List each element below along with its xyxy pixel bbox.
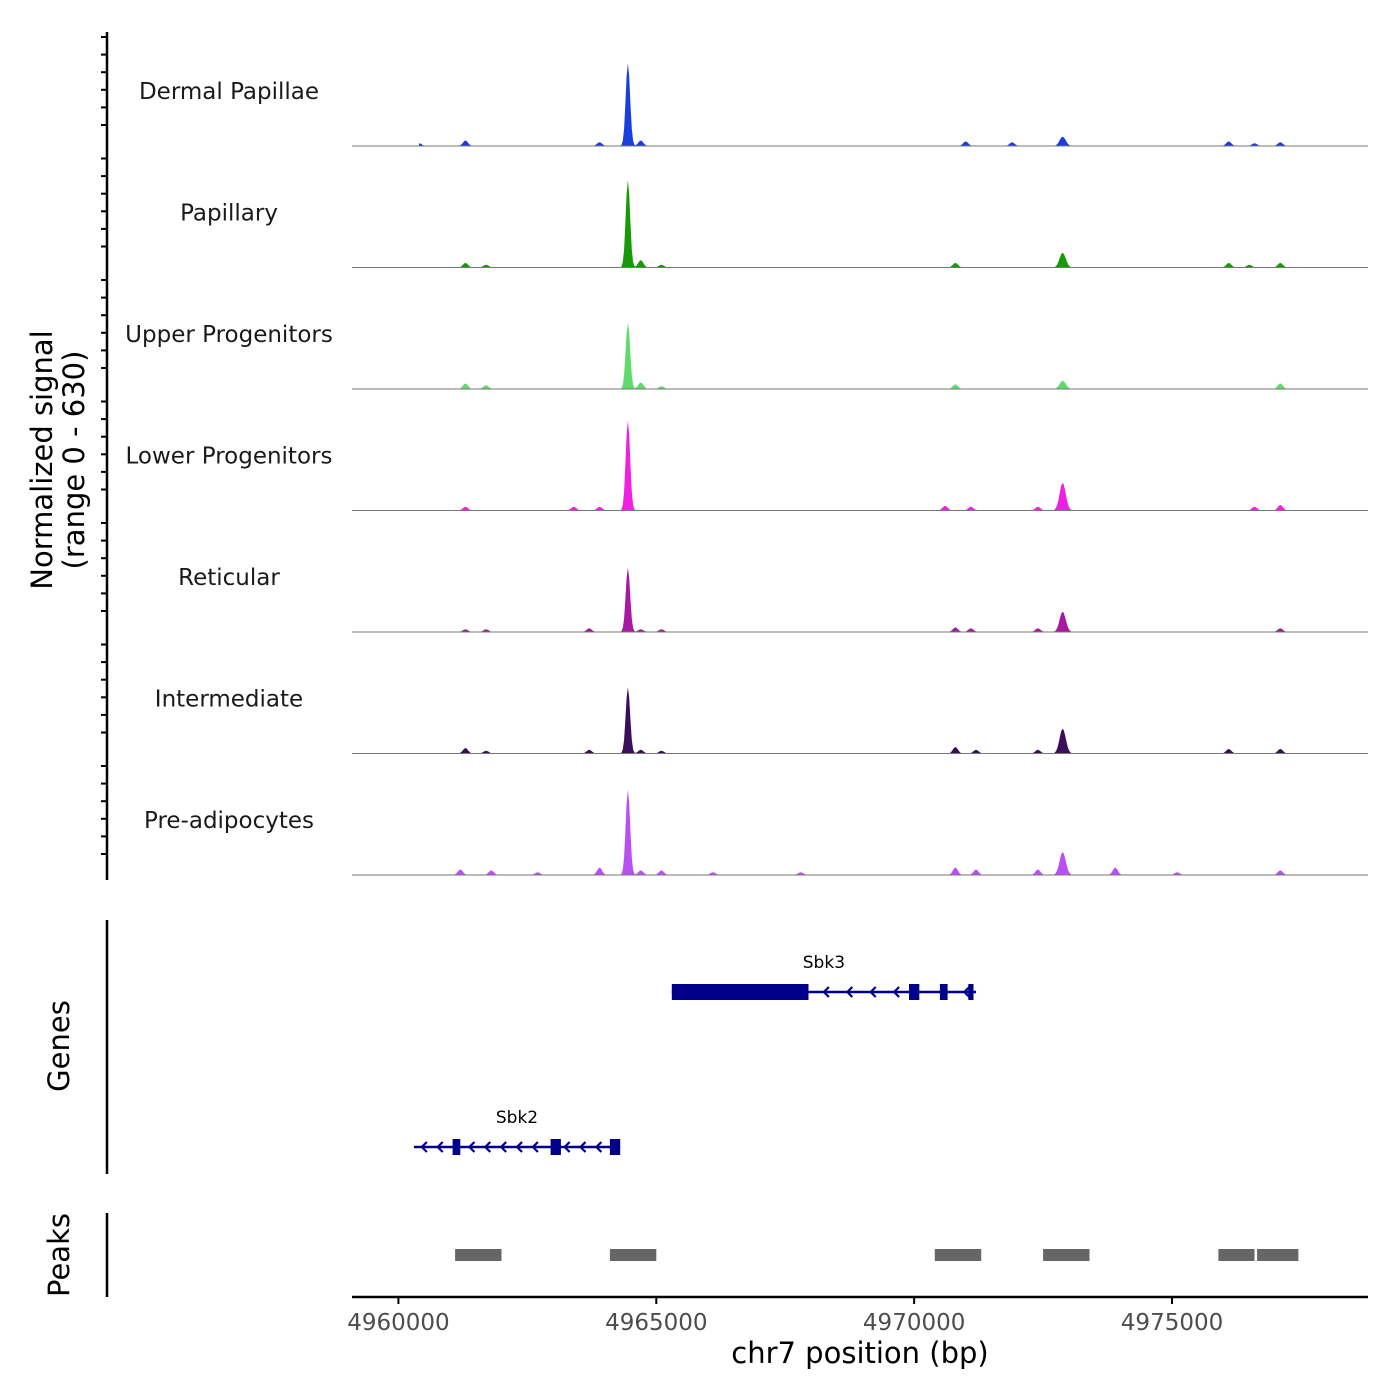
gene-panel: Sbk3 Sbk2 (105, 920, 977, 1174)
gene-exon (550, 1139, 561, 1155)
x-tick-label: 4970000 (863, 1310, 965, 1336)
signal-area (419, 63, 1291, 147)
gene-model: Sbk2 (413, 1108, 621, 1155)
strand-arrow (822, 986, 830, 998)
track-label: Intermediate (155, 687, 303, 713)
peak-region (1257, 1249, 1299, 1261)
x-tick-label: 4975000 (1121, 1310, 1223, 1336)
strand-arrow (515, 1141, 523, 1153)
peak-region (609, 1249, 657, 1261)
signal-area (419, 567, 1291, 632)
track-label: Pre-adipocytes (144, 808, 314, 834)
x-axis-title: chr7 position (bp) (731, 1336, 988, 1370)
gene-exon (609, 1139, 621, 1155)
signal-track: Dermal Papillae (139, 63, 1368, 147)
gene-label: Sbk3 (803, 953, 845, 973)
signal-area (419, 687, 1291, 754)
strand-arrow (845, 986, 854, 998)
peak-region (1218, 1249, 1255, 1261)
strand-arrow (499, 1141, 507, 1153)
x-axis: 4960000 4965000 4970000 4975000 (347, 1295, 1368, 1336)
strand-arrow (420, 1141, 428, 1153)
strand-arrow (578, 1141, 587, 1153)
peak-region (934, 1249, 982, 1261)
signal-panel: Dermal Papillae Papillary Upper Progenitor… (101, 32, 1368, 880)
gene-exon (452, 1139, 461, 1155)
strand-arrow (483, 1141, 492, 1153)
signal-y-label-line2: (range 0 - 630) (57, 351, 91, 570)
signal-track: Upper Progenitors (125, 322, 1368, 390)
x-tick-label: 4960000 (347, 1310, 449, 1336)
gene-exon (909, 984, 920, 1000)
strand-arrow (436, 1141, 444, 1153)
signal-track: Pre-adipocytes (144, 789, 1368, 876)
genes-y-label: Genes (42, 1000, 76, 1092)
strand-arrow (869, 986, 877, 998)
track-label: Upper Progenitors (125, 322, 333, 348)
gene-exon (968, 984, 974, 1000)
gene-exon (671, 984, 809, 1000)
strand-arrow (531, 1141, 539, 1153)
strand-arrow (594, 1141, 603, 1153)
signal-track: Intermediate (155, 687, 1368, 754)
peak-region (455, 1249, 502, 1261)
gene-model: Sbk3 (671, 953, 977, 1000)
peak-panel (105, 1213, 1299, 1297)
strand-arrow (467, 1141, 476, 1153)
peaks-y-label: Peaks (42, 1213, 76, 1297)
signal-area (419, 789, 1291, 875)
signal-track: Reticular (178, 565, 1368, 633)
track-label: Reticular (178, 565, 280, 591)
signal-area (419, 322, 1291, 389)
peak-region (1043, 1249, 1090, 1261)
track-label: Dermal Papillae (139, 79, 319, 105)
strand-arrow (563, 1141, 571, 1153)
signal-area (419, 420, 1291, 511)
x-tick-label: 4965000 (605, 1310, 707, 1336)
signal-area (419, 180, 1291, 268)
strand-arrow (892, 986, 900, 998)
signal-track: Lower Progenitors (126, 420, 1368, 511)
signal-y-label-line1: Normalized signal (25, 330, 59, 589)
track-label: Papillary (180, 201, 278, 227)
track-label: Lower Progenitors (126, 444, 333, 470)
strand-arrow (962, 986, 971, 998)
signal-track: Papillary (180, 180, 1368, 268)
gene-label: Sbk2 (496, 1108, 538, 1128)
gene-exon (939, 984, 948, 1000)
